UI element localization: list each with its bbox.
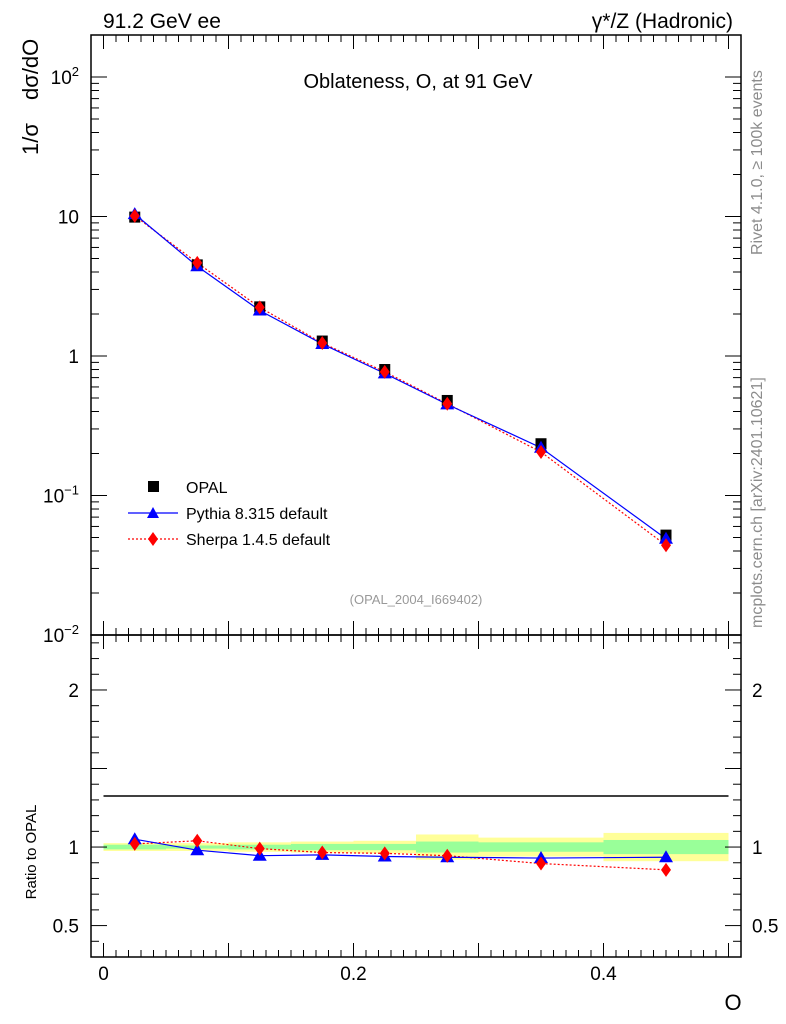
band-green	[416, 841, 479, 853]
band-green	[478, 842, 604, 852]
sherpa-ratio-line	[134, 840, 667, 871]
ratio-y-tick-label-left: 2	[68, 681, 79, 702]
pythia-point	[659, 531, 673, 544]
ratio-bands	[103, 832, 729, 862]
ratio-y-tick-label-left: 1	[68, 838, 79, 859]
sherpa-line	[134, 215, 667, 546]
mcplots-label: mcplots.cern.ch [arXiv:2401.10621]	[749, 377, 766, 628]
y-tick-exponent: 2	[72, 64, 79, 79]
main-series	[127, 207, 673, 553]
band-green	[603, 839, 729, 855]
chart-title: Oblateness, O, at 91 GeV	[303, 71, 533, 93]
sherpa-point	[379, 364, 390, 379]
ratio-y-ticks: 0.5 0.5 1 1 2 2	[53, 642, 778, 958]
sherpa-ratio-point	[254, 841, 265, 856]
sherpa-ratio-point	[317, 845, 328, 860]
legend-label-sherpa: Sherpa 1.4.5 default	[186, 532, 331, 549]
y-tick-label: 10	[58, 207, 79, 228]
sherpa-ratio-point	[129, 836, 140, 851]
ratio-y-tick-label-left: 0.5	[53, 917, 79, 938]
main-x-ticks	[103, 35, 729, 635]
y-tick-label: 10−2	[43, 622, 79, 647]
sherpa-ratio-point	[661, 862, 671, 877]
sherpa-point	[317, 335, 328, 350]
ratio-y-axis-label: Ratio to OPAL	[23, 805, 40, 900]
y-tick-exponent: −1	[64, 482, 79, 497]
ratio-y-tick-label-right: 1	[752, 838, 763, 859]
header-left: 91.2 GeV ee	[103, 10, 221, 33]
pythia-ratio-point	[190, 843, 205, 856]
ratio-y-tick-label-right: 2	[752, 681, 763, 702]
analysis-tag: (OPAL_2004_I669402)	[350, 592, 483, 607]
pythia-line	[134, 213, 667, 540]
x-axis-label: O	[724, 990, 741, 1015]
sherpa-point	[254, 300, 265, 315]
sherpa-point	[129, 208, 140, 223]
ratio-panel: 0.5 0.5 1 1 2 2 0 0.2 0.4 Ratio to OPAL O	[23, 634, 778, 1015]
y-tick-label: 1	[68, 347, 79, 368]
y-tick-exponent: −2	[64, 622, 79, 637]
legend-label-pythia: Pythia 8.315 default	[186, 506, 328, 523]
y-tick-label: 10−1	[43, 482, 79, 507]
sherpa-ratio-point	[442, 848, 453, 863]
legend-marker-pythia	[147, 507, 159, 518]
sherpa-ratio-point	[192, 833, 203, 848]
pythia-ratio-line	[134, 838, 667, 859]
rivet-version-label: Rivet 4.1.0, ≥ 100k events	[749, 70, 766, 255]
y-axis-label-prefix: 1/σ	[18, 123, 43, 155]
header-right: γ*/Z (Hadronic)	[592, 10, 733, 33]
x-tick-label: 0.4	[590, 964, 617, 985]
sherpa-ratio-point	[536, 856, 546, 871]
y-axis-label-main: dσ/dO	[18, 39, 43, 100]
pythia-ratio-point	[659, 850, 673, 863]
ratio-y-tick-label-right: 0.5	[752, 917, 778, 938]
legend-label-opal: OPAL	[186, 480, 228, 497]
main-y-ticks: 102 10 1 10−1 10−2	[43, 34, 741, 647]
sherpa-point	[536, 445, 546, 460]
x-tick-label: 0.2	[340, 964, 366, 985]
sherpa-ratio-point	[379, 846, 390, 861]
sherpa-point	[192, 255, 203, 270]
legend-marker-opal	[148, 481, 159, 492]
y-tick-label: 102	[51, 64, 79, 89]
ratio-x-ticks: 0 0.2 0.4	[98, 635, 729, 985]
x-tick-label: 0	[98, 964, 109, 985]
ratio-series	[127, 832, 673, 877]
sherpa-point	[661, 538, 671, 553]
legend-marker-sherpa	[148, 532, 158, 546]
legend: OPAL Pythia 8.315 default Sherpa 1.4.5 d…	[128, 480, 331, 549]
sherpa-point	[442, 396, 453, 411]
